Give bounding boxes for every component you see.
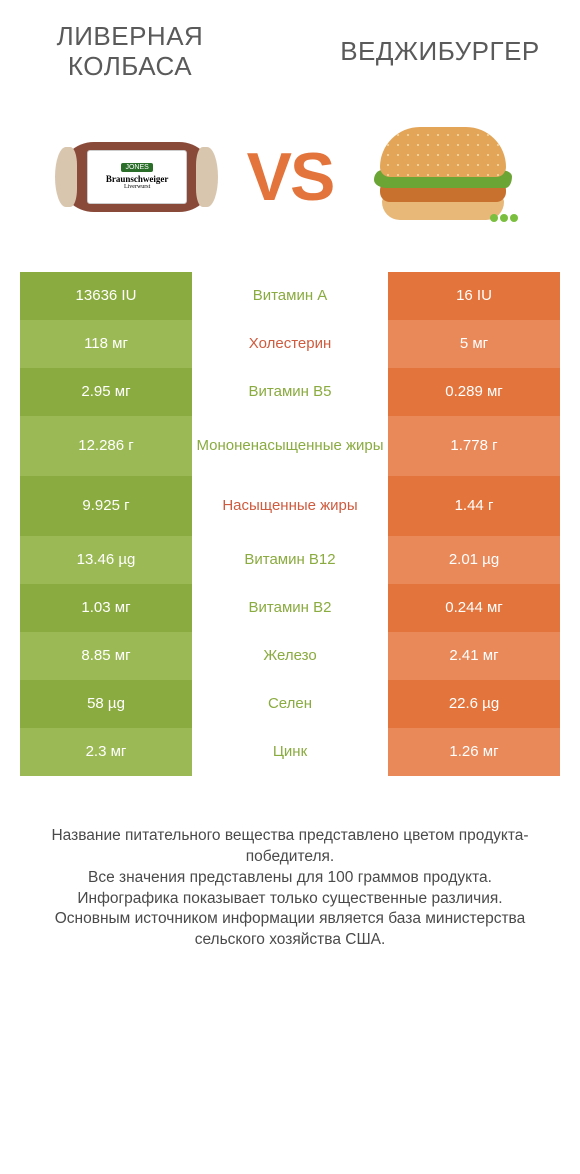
comparison-table: 13636 IUВитамин A16 IU118 мгХолестерин5 … (20, 272, 560, 776)
nutrient-name: Витамин B12 (192, 536, 388, 584)
right-value: 1.778 г (388, 416, 560, 476)
right-food-title: ВЕДЖИБУРГЕР (330, 37, 550, 67)
right-value: 1.44 г (388, 476, 560, 536)
left-value: 8.85 мг (20, 632, 192, 680)
left-value: 2.3 мг (20, 728, 192, 776)
right-value: 1.26 мг (388, 728, 560, 776)
sausage-brand: JONES (121, 163, 152, 172)
right-value: 2.01 µg (388, 536, 560, 584)
nutrient-name: Холестерин (192, 320, 388, 368)
nutrient-name: Мононенасыщенные жиры (192, 416, 388, 476)
footer-line: Основным источником информации является … (28, 909, 552, 951)
left-value: 58 µg (20, 680, 192, 728)
left-value: 9.925 г (20, 476, 192, 536)
left-value: 1.03 мг (20, 584, 192, 632)
left-value: 13636 IU (20, 272, 192, 320)
nutrient-name: Цинк (192, 728, 388, 776)
footer-note: Название питательного вещества представл… (0, 776, 580, 952)
table-row: 118 мгХолестерин5 мг (20, 320, 560, 368)
left-food-title: ЛИВЕРНАЯ КОЛБАСА (30, 22, 230, 82)
right-value: 2.41 мг (388, 632, 560, 680)
table-row: 13636 IUВитамин A16 IU (20, 272, 560, 320)
nutrient-name: Селен (192, 680, 388, 728)
left-value: 2.95 мг (20, 368, 192, 416)
footer-line: Инфографика показывает только существенн… (28, 889, 552, 910)
right-value: 0.289 мг (388, 368, 560, 416)
table-row: 13.46 µgВитамин B122.01 µg (20, 536, 560, 584)
footer-line: Все значения представлены для 100 граммо… (28, 868, 552, 889)
burger-icon (368, 122, 518, 232)
nutrient-name: Витамин B5 (192, 368, 388, 416)
right-food-image (363, 122, 523, 232)
table-row: 9.925 гНасыщенные жиры1.44 г (20, 476, 560, 536)
table-row: 2.95 мгВитамин B50.289 мг (20, 368, 560, 416)
sausage-sub: Liverwurst (124, 184, 150, 190)
nutrient-name: Насыщенные жиры (192, 476, 388, 536)
table-row: 2.3 мгЦинк1.26 мг (20, 728, 560, 776)
right-value: 5 мг (388, 320, 560, 368)
sausage-icon: JONES Braunschweiger Liverwurst (59, 142, 214, 212)
table-row: 8.85 мгЖелезо2.41 мг (20, 632, 560, 680)
footer-line: Название питательного вещества представл… (28, 826, 552, 868)
sausage-name: Braunschweiger (106, 174, 169, 184)
header: ЛИВЕРНАЯ КОЛБАСА ВЕДЖИБУРГЕР (0, 0, 580, 92)
vs-label: VS (247, 138, 334, 216)
nutrient-name: Железо (192, 632, 388, 680)
left-food-image: JONES Braunschweiger Liverwurst (57, 122, 217, 232)
left-value: 12.286 г (20, 416, 192, 476)
right-value: 0.244 мг (388, 584, 560, 632)
table-row: 58 µgСелен22.6 µg (20, 680, 560, 728)
nutrient-name: Витамин A (192, 272, 388, 320)
vs-row: JONES Braunschweiger Liverwurst VS (0, 92, 580, 272)
right-value: 16 IU (388, 272, 560, 320)
left-value: 13.46 µg (20, 536, 192, 584)
table-row: 1.03 мгВитамин B20.244 мг (20, 584, 560, 632)
table-row: 12.286 гМононенасыщенные жиры1.778 г (20, 416, 560, 476)
right-value: 22.6 µg (388, 680, 560, 728)
nutrient-name: Витамин B2 (192, 584, 388, 632)
left-value: 118 мг (20, 320, 192, 368)
